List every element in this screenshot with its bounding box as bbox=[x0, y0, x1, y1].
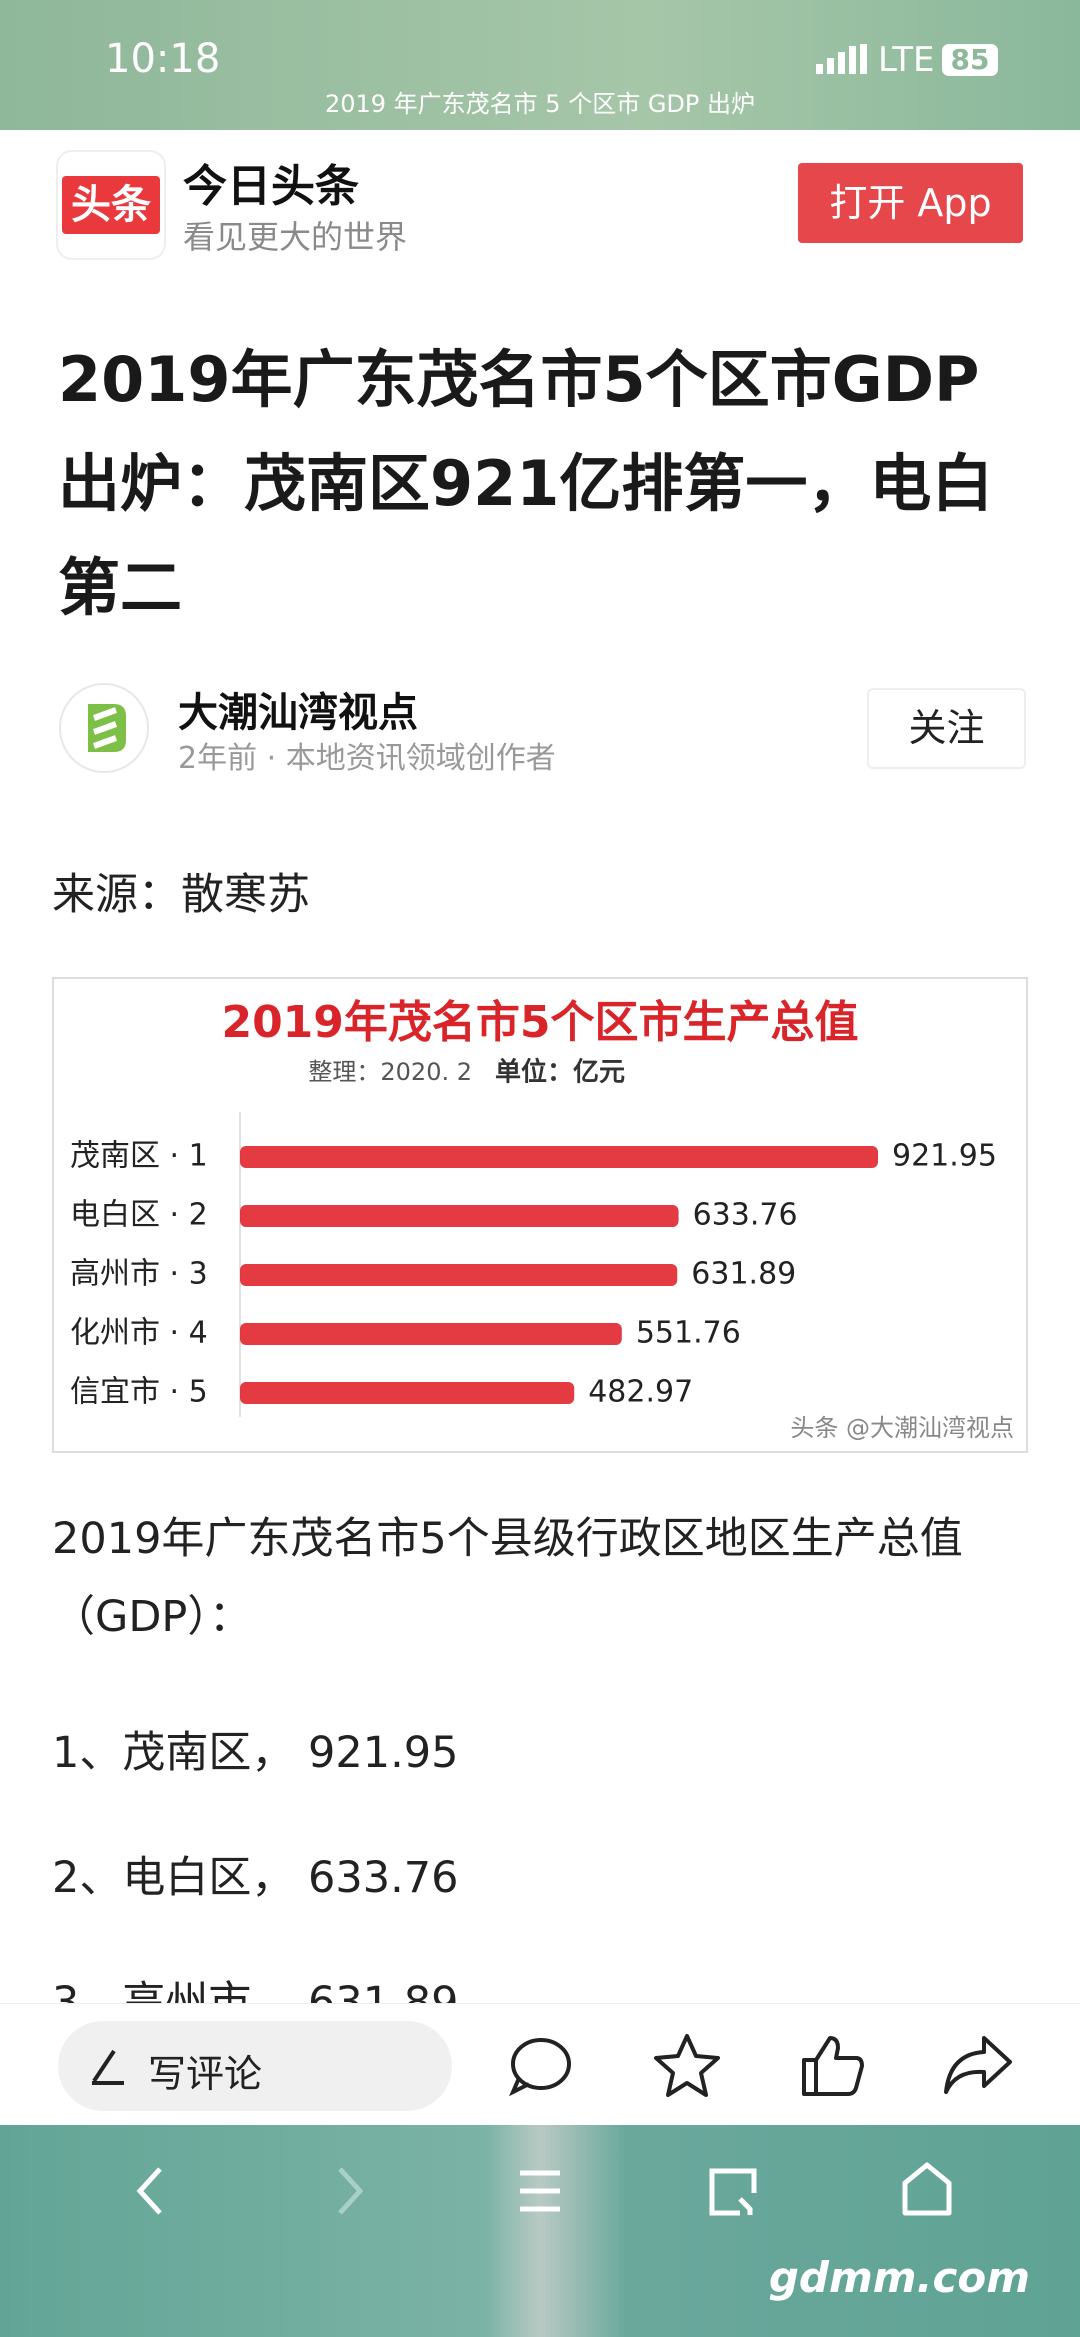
battery: 85 bbox=[942, 44, 998, 76]
comment-icon[interactable] bbox=[505, 2034, 575, 2098]
figure: 2019年茂名市5个区市生产总值 整理：2020. 2 单位：亿元 头条 @大潮… bbox=[52, 977, 1028, 1453]
favorite-icon[interactable] bbox=[652, 2032, 722, 2098]
site-watermark: gdmm.com bbox=[768, 2253, 1030, 2302]
bar bbox=[240, 1323, 622, 1345]
figure-title: 2019年茂名市5个区市生产总值 bbox=[221, 997, 858, 1048]
comment-input[interactable]: 写评论 bbox=[58, 2021, 452, 2111]
value-label: 631.89 bbox=[691, 1257, 796, 1292]
forward-button[interactable] bbox=[338, 2167, 364, 2215]
paragraph: 2019年广东茂名市5个县级行政区地区生产总值（GDP）： bbox=[52, 1514, 963, 1642]
category-label: 电白区 · 2 bbox=[70, 1198, 208, 1233]
home-button[interactable] bbox=[902, 2162, 952, 2216]
app-name: 今日头条 bbox=[183, 161, 359, 212]
category-label: 茂南区 · 1 bbox=[70, 1139, 208, 1174]
app-logo: 头条 bbox=[58, 152, 164, 258]
menu-button[interactable] bbox=[520, 2170, 560, 2212]
share-icon[interactable] bbox=[942, 2034, 1014, 2096]
open-app-button[interactable]: 打开 App bbox=[798, 163, 1023, 243]
list-item: 1、茂南区， 921.95 bbox=[52, 1728, 459, 1778]
like-icon[interactable] bbox=[798, 2032, 868, 2098]
browser-nav: gdmm.com bbox=[0, 2125, 1080, 2337]
article-title: 2019年广东茂名市5个区市GDP出炉：茂南区921亿排第一，电白第二 bbox=[58, 343, 994, 624]
figure-watermark: 头条 @大潮汕湾视点 bbox=[790, 1414, 1014, 1442]
figure-note: 整理：2020. 2 bbox=[308, 1058, 472, 1086]
nav-icons bbox=[136, 2162, 952, 2216]
value-label: 482.97 bbox=[588, 1375, 693, 1410]
bar bbox=[240, 1264, 678, 1286]
network: LTE bbox=[878, 40, 935, 80]
author-avatar[interactable] bbox=[58, 682, 150, 774]
source: 来源：散寒苏 bbox=[52, 870, 310, 920]
signal-icon bbox=[816, 44, 867, 74]
bar bbox=[240, 1205, 679, 1227]
tagline: 看见更大的世界 bbox=[183, 218, 408, 256]
author-name[interactable]: 大潮汕湾视点 bbox=[178, 690, 418, 736]
author-meta: 2年前 · 本地资讯领域创作者 bbox=[178, 741, 556, 776]
category-label: 信宜市 · 5 bbox=[70, 1375, 208, 1410]
list-item: 2、电白区， 633.76 bbox=[52, 1853, 459, 1903]
time: 10:18 bbox=[105, 36, 221, 82]
logo-text: 头条 bbox=[62, 176, 160, 234]
page-title: 2019 年广东茂名市 5 个区市 GDP 出炉 bbox=[324, 90, 756, 118]
bottom-toolbar: 写评论 bbox=[0, 2003, 1080, 2126]
figure-unit: 单位：亿元 bbox=[495, 1057, 625, 1088]
comment-label: 写评论 bbox=[148, 2052, 263, 2096]
value-label: 551.76 bbox=[636, 1316, 741, 1351]
category-label: 化州市 · 4 bbox=[70, 1316, 208, 1351]
category-label: 高州市 · 3 bbox=[70, 1257, 208, 1292]
value-label: 921.95 bbox=[892, 1139, 997, 1174]
follow-button[interactable]: 关注 bbox=[867, 688, 1026, 769]
value-label: 633.76 bbox=[693, 1198, 798, 1233]
pen-icon bbox=[92, 2049, 124, 2085]
tabs-button[interactable] bbox=[709, 2168, 757, 2216]
status-bar: 10:18 LTE 85 2019 年广东茂名市 5 个区市 GDP 出炉 bbox=[0, 0, 1080, 130]
bar bbox=[240, 1382, 575, 1404]
bar bbox=[240, 1146, 878, 1168]
back-button[interactable] bbox=[136, 2167, 162, 2215]
